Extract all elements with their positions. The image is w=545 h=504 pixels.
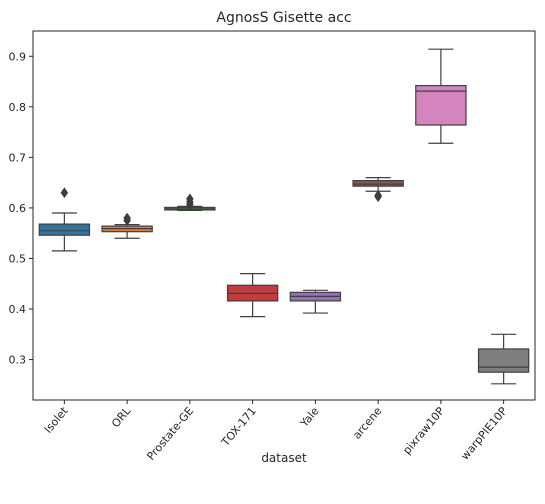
y-axis: 0.3 0.4 0.5 0.6 0.7 0.8 0.9	[9, 50, 33, 367]
y-tick-label: 0.9	[9, 50, 27, 63]
box-orl	[101, 212, 153, 239]
box-isolet	[38, 187, 91, 252]
plot-frame	[32, 30, 536, 401]
x-tick-label: Prostate-GE	[144, 405, 196, 463]
box-arcene	[352, 176, 404, 203]
y-tick-label: 0.8	[9, 101, 27, 114]
y-tick-label: 0.3	[9, 354, 27, 367]
x-tick-label: pixraw10P	[400, 404, 447, 457]
y-tick-label: 0.5	[9, 252, 27, 265]
y-tick-label: 0.4	[9, 303, 27, 316]
box-yale	[289, 289, 342, 314]
x-tick-label: Isolet	[42, 404, 72, 436]
iqr-box	[352, 180, 404, 187]
box-prostate-ge	[164, 193, 216, 212]
x-tick-label: ORL	[109, 404, 134, 430]
outlier-point	[60, 187, 69, 199]
x-tick-label: warpPIE10P	[458, 404, 510, 462]
y-tick-label: 0.7	[9, 151, 27, 164]
box-pixraw10p	[415, 48, 467, 144]
chart-title: AgnosS Gisette acc	[216, 10, 351, 26]
x-tick-label: Yale	[297, 404, 322, 430]
box-warppie10p	[477, 333, 530, 385]
box-tox-171	[226, 273, 279, 318]
x-tick-label: TOX-171	[218, 405, 259, 450]
outlier-point	[186, 193, 194, 205]
iqr-box	[38, 223, 91, 236]
plot-area	[38, 48, 530, 385]
iqr-box	[415, 84, 467, 126]
x-tick-label: arcene	[350, 404, 384, 441]
outlier-point	[374, 189, 382, 201]
iqr-box	[477, 348, 530, 373]
outlier-point	[123, 212, 131, 224]
x-axis-label: dataset	[261, 451, 307, 465]
y-tick-label: 0.6	[9, 202, 27, 215]
